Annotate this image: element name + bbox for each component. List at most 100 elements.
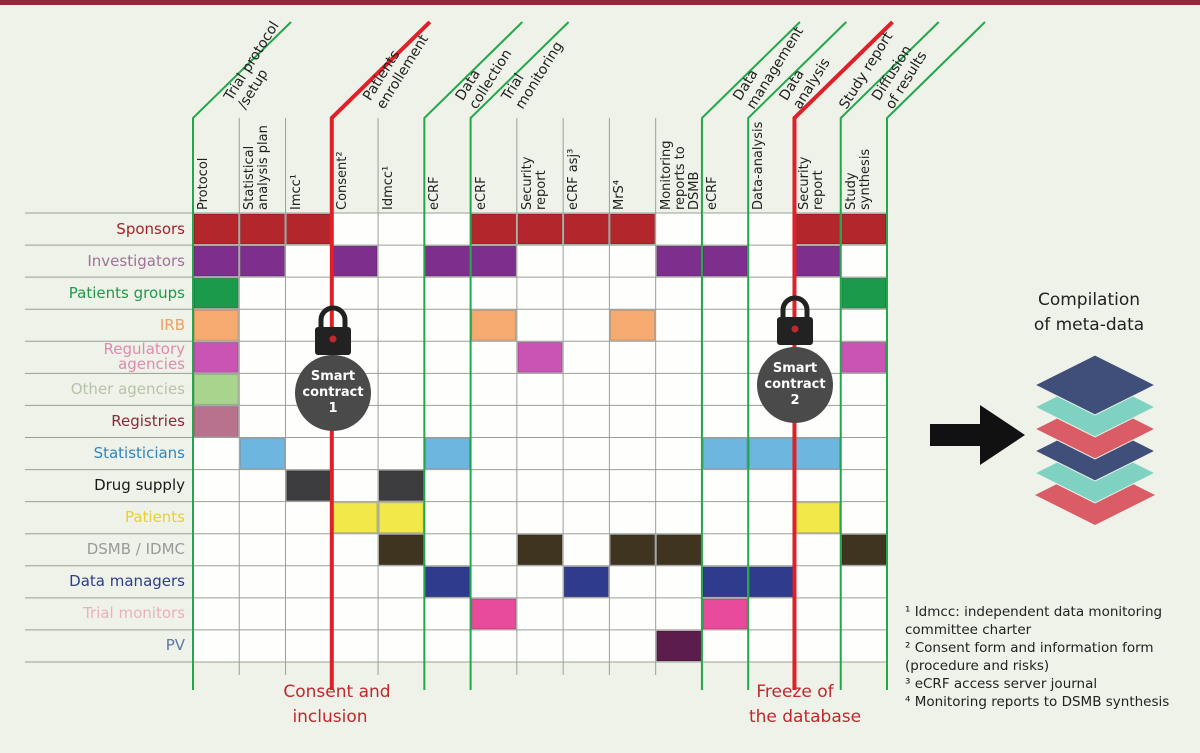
lock-1: Smart contract 1 bbox=[295, 305, 371, 431]
row-label-text: Statisticians bbox=[93, 444, 185, 463]
row-label: Drug supply bbox=[25, 470, 185, 502]
phase-line bbox=[700, 21, 801, 690]
row-label: Data managers bbox=[25, 566, 185, 598]
row-label-text: Regulatory agencies bbox=[103, 340, 185, 374]
filled-cell bbox=[239, 245, 286, 277]
phase-line bbox=[886, 21, 986, 690]
filled-cell bbox=[794, 438, 841, 470]
column-header: eCRF bbox=[427, 176, 443, 210]
filled-cell bbox=[702, 438, 748, 470]
row-label: Trial monitors bbox=[25, 598, 185, 630]
filled-cell bbox=[239, 438, 286, 470]
filled-cell bbox=[332, 245, 378, 277]
lock-shackle bbox=[318, 305, 348, 328]
filled-cell bbox=[702, 566, 748, 598]
keyhole bbox=[329, 335, 337, 343]
arrow bbox=[930, 405, 1025, 465]
layer bbox=[1033, 354, 1157, 416]
filled-cell bbox=[193, 373, 239, 405]
filled-cell bbox=[517, 534, 563, 566]
filled-cell bbox=[239, 213, 286, 245]
column-header: Security report bbox=[519, 156, 549, 210]
filled-cell bbox=[471, 213, 517, 245]
filled-cell bbox=[794, 502, 841, 534]
contract-badge bbox=[295, 355, 371, 431]
filled-cell bbox=[702, 245, 748, 277]
footnote: ⁴ Monitoring reports to DSMB synthesis bbox=[905, 694, 1170, 710]
filled-cell bbox=[378, 470, 424, 502]
filled-cell bbox=[424, 438, 471, 470]
filled-cell bbox=[193, 309, 239, 341]
phase-line bbox=[423, 21, 524, 690]
filled-cell bbox=[517, 213, 563, 245]
top-bar bbox=[0, 0, 1200, 5]
filled-cell bbox=[286, 213, 332, 245]
column-header: eCRF asj³ bbox=[566, 148, 582, 210]
column-header: Study synthesis bbox=[843, 148, 873, 210]
filled-cell bbox=[563, 566, 609, 598]
lock-2: Smart contract 2 bbox=[757, 295, 833, 423]
filled-cell bbox=[841, 534, 887, 566]
contract-text: Smart bbox=[773, 361, 817, 376]
phase-label: Trialmonitoring bbox=[498, 30, 566, 113]
row-label-text: PV bbox=[165, 636, 185, 655]
phase-line bbox=[747, 21, 847, 690]
column-header: MrS⁴ bbox=[612, 179, 628, 210]
phase-label: Patientsenrollement bbox=[360, 23, 432, 112]
filled-cell bbox=[748, 438, 794, 470]
row-label-text: IRB bbox=[159, 315, 185, 334]
row-label: Statisticians bbox=[25, 438, 185, 470]
filled-cell bbox=[193, 213, 239, 245]
row-label-text: DSMB / IDMC bbox=[86, 540, 185, 559]
cells bbox=[193, 213, 887, 662]
row-label: Patients groups bbox=[25, 277, 185, 309]
row-label-text: Sponsors bbox=[116, 219, 185, 238]
filled-cell bbox=[794, 245, 841, 277]
filled-cell bbox=[656, 630, 702, 662]
filled-cell bbox=[656, 534, 702, 566]
filled-cell bbox=[841, 277, 887, 309]
filled-cell bbox=[193, 277, 239, 309]
filled-cell bbox=[193, 341, 239, 373]
row-label: IRB bbox=[25, 309, 185, 341]
filled-cell bbox=[332, 502, 378, 534]
keyhole bbox=[791, 325, 799, 333]
filled-cell bbox=[794, 213, 841, 245]
row-label: Sponsors bbox=[25, 213, 185, 245]
row-label-text: Patients groups bbox=[68, 283, 185, 302]
row-label-text: Registries bbox=[111, 411, 185, 430]
filled-cell bbox=[471, 598, 517, 630]
filled-cell bbox=[656, 245, 702, 277]
filled-cell bbox=[702, 598, 748, 630]
column-header: Idmcc¹ bbox=[381, 165, 397, 210]
column-header: Protocol bbox=[196, 157, 211, 210]
column-header: Monitoring reports to DSMB bbox=[658, 140, 702, 210]
contract-badge bbox=[757, 347, 833, 423]
filled-cell bbox=[378, 502, 424, 534]
row-label-text: Patients bbox=[124, 508, 185, 527]
filled-cell bbox=[471, 309, 517, 341]
phase-line bbox=[839, 21, 940, 690]
compilation-title: Compilation bbox=[1038, 290, 1140, 310]
footnote: ¹ Idmcc: independent data monitoring com… bbox=[905, 604, 1163, 638]
contract-text: 2 bbox=[790, 393, 799, 408]
phase-line bbox=[469, 21, 570, 690]
filled-cell bbox=[609, 309, 656, 341]
contract-text: 1 bbox=[328, 401, 337, 416]
footnote: ² Consent form and information form (pro… bbox=[905, 640, 1154, 674]
column-header: Statistical analysis plan bbox=[242, 125, 272, 210]
phase-label: Datacollection bbox=[453, 38, 516, 112]
milestone: inclusion bbox=[292, 707, 367, 727]
filled-cell bbox=[609, 534, 656, 566]
compilation-title: of meta-data bbox=[1034, 315, 1144, 335]
data-stack bbox=[1033, 354, 1157, 525]
filled-cell bbox=[471, 245, 517, 277]
filled-cell bbox=[563, 213, 609, 245]
arrow-shaft bbox=[930, 424, 982, 446]
column-header: Security report bbox=[797, 156, 827, 210]
contract-text: Smart bbox=[311, 369, 355, 384]
row-label-text: Drug supply bbox=[94, 476, 185, 495]
row-label: Other agencies bbox=[25, 373, 185, 405]
